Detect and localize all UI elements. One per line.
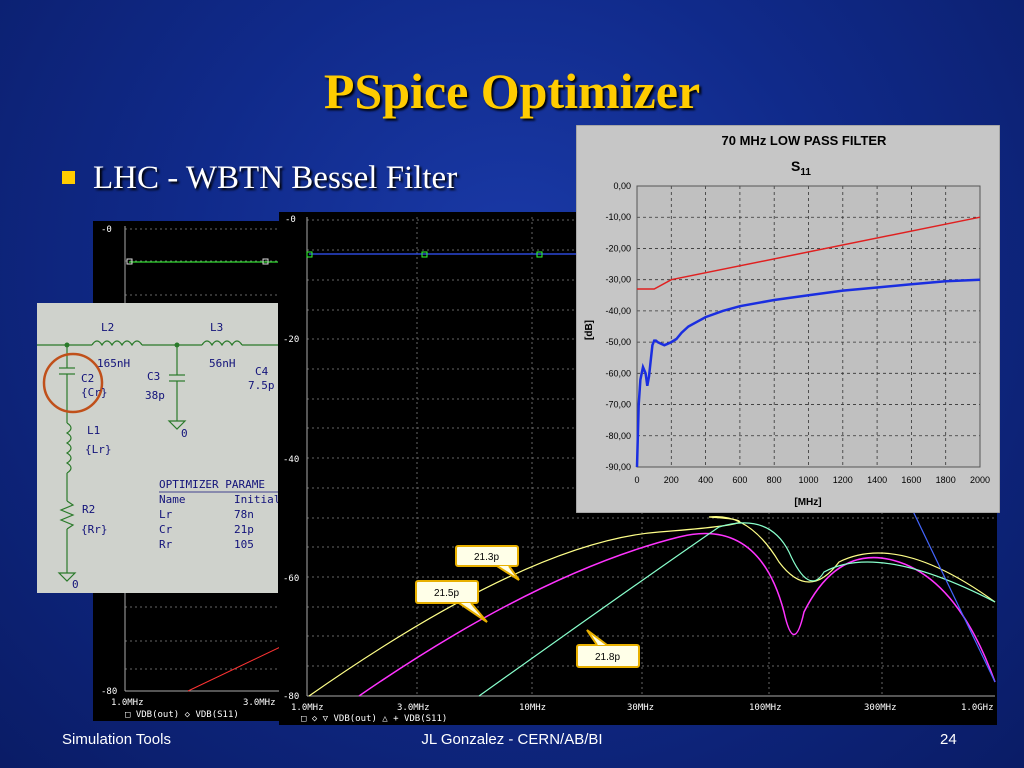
- slide-title: PSpice Optimizer: [323, 63, 701, 119]
- highlight-circle: [42, 352, 104, 414]
- optimizer-row-initial: 21p: [234, 523, 254, 536]
- main-ytick-0: -0: [285, 215, 296, 225]
- s11-chart: 70 MHz LOW PASS FILTER S11 [dB] [MHz] 0,…: [576, 125, 1000, 513]
- callout-21-8p-label: 21.8p: [595, 652, 620, 663]
- chart-subtitle-text: S: [791, 158, 800, 174]
- value-l1: {Lr}: [85, 443, 112, 456]
- main-xtick-1: 3.0MHz: [397, 703, 430, 713]
- chart-xtick-label: 1800: [936, 475, 956, 485]
- bullet-text: LHC - WBTN Bessel Filter: [93, 160, 458, 196]
- optimizer-row-initial: 105: [234, 538, 254, 551]
- main-curve-magenta: [358, 532, 996, 697]
- label-c4: C4: [255, 365, 269, 378]
- chart-xlabel: [MHz]: [794, 497, 821, 508]
- chart-xtick-label: 2000: [970, 475, 990, 485]
- label-l3: L3: [210, 321, 223, 334]
- label-c2: C2: [81, 372, 94, 385]
- ground-label-1: 0: [181, 427, 188, 440]
- main-ytick-4: -80: [283, 692, 299, 702]
- callout-21-3p: 21.3p: [455, 545, 520, 581]
- chart-xtick-label: 200: [664, 475, 679, 485]
- optimizer-row-name: Rr: [159, 538, 173, 551]
- chart-xtick-label: 400: [698, 475, 713, 485]
- chart-title: 70 MHz LOW PASS FILTER: [722, 133, 888, 148]
- main-xtick-6: 1.0GHz: [961, 703, 994, 713]
- value-c3: 38p: [145, 389, 165, 402]
- chart-xtick-label: 1000: [798, 475, 818, 485]
- chart-ytick-label: -30,00: [605, 275, 631, 285]
- bullet-item: LHC - WBTN Bessel Filter: [62, 160, 457, 197]
- main-xtick-3: 30MHz: [627, 703, 654, 713]
- optimizer-row-name: Lr: [159, 508, 173, 521]
- main-ytick-1: -20: [283, 335, 299, 345]
- back-xtick-0: 1.0MHz: [111, 698, 144, 708]
- chart-ytick-label: 0,00: [613, 181, 631, 191]
- chart-ytick-label: -90,00: [605, 462, 631, 472]
- main-curve-yellow: [308, 515, 996, 697]
- callout-21-8p: 21.8p: [576, 629, 640, 668]
- value-c4: 7.5p: [248, 379, 275, 392]
- main-xtick-0: 1.0MHz: [291, 703, 324, 713]
- bullet-square-icon: [62, 170, 75, 184]
- optimizer-row-name: Cr: [159, 523, 173, 536]
- callout-21-3p-label: 21.3p: [474, 552, 499, 563]
- callout-21-5p: 21.5p: [415, 580, 488, 623]
- main-legend: □ ◇ ▽ VDB(out) △ + VDB(S11): [301, 714, 447, 724]
- value-l3: 56nH: [209, 357, 236, 370]
- main-xtick-5: 300MHz: [864, 703, 897, 713]
- back-xtick-1: 3.0MHz: [243, 698, 276, 708]
- chart-xtick-label: 600: [732, 475, 747, 485]
- footer-left: Simulation Tools: [62, 731, 171, 748]
- chart-ytick-label: -20,00: [605, 243, 631, 253]
- main-curve-cyan: [478, 522, 996, 697]
- chart-xtick-label: 1200: [833, 475, 853, 485]
- main-ytick-3: -60: [283, 574, 299, 584]
- ground-label-2: 0: [72, 578, 79, 591]
- main-xtick-4: 100MHz: [749, 703, 782, 713]
- optimizer-header-initial: Initial: [234, 493, 278, 506]
- footer-center: JL Gonzalez - CERN/AB/BI: [421, 731, 603, 748]
- label-l1: L1: [87, 424, 100, 437]
- value-c2: {Cr}: [81, 386, 108, 399]
- schematic-panel: L2 165nH L3 56nH C2 {Cr} C3 38p C4 7.5p …: [37, 303, 278, 593]
- chart-xtick-label: 0: [634, 475, 639, 485]
- label-c3: C3: [147, 370, 160, 383]
- label-r2: R2: [82, 503, 95, 516]
- optimizer-row-initial: 78n: [234, 508, 254, 521]
- back-legend: □ VDB(out) ◇ VDB(S11): [125, 710, 239, 720]
- label-l2: L2: [101, 321, 114, 334]
- optimizer-title: OPTIMIZER PARAME: [159, 478, 265, 491]
- main-ytick-2: -40: [283, 455, 299, 465]
- chart-plot-area: [636, 185, 981, 468]
- main-xtick-2: 10MHz: [519, 703, 546, 713]
- chart-subtitle-subscript: 11: [800, 167, 811, 178]
- chart-ytick-label: -40,00: [605, 306, 631, 316]
- chart-ytick-label: -50,00: [605, 337, 631, 347]
- chart-ytick-label: -10,00: [605, 212, 631, 222]
- chart-series-line-1: [637, 216, 981, 290]
- value-l2: 165nH: [97, 357, 130, 370]
- value-r2: {Rr}: [81, 523, 108, 536]
- footer-page-number: 24: [940, 731, 957, 748]
- back-ytick-0: -0: [101, 225, 112, 235]
- chart-xtick-label: 1600: [901, 475, 921, 485]
- chart-ytick-label: -60,00: [605, 368, 631, 378]
- chart-xtick-label: 1400: [867, 475, 887, 485]
- optimizer-header-name: Name: [159, 493, 186, 506]
- chart-subtitle: S11: [791, 158, 811, 178]
- callout-21-5p-label: 21.5p: [434, 588, 459, 599]
- chart-ylabel: [dB]: [584, 320, 595, 340]
- back-ytick-4: -80: [101, 687, 117, 697]
- chart-series-line-2: [635, 278, 981, 468]
- chart-xtick-label: 800: [767, 475, 782, 485]
- main-curve-blue-roll: [898, 481, 996, 683]
- chart-ytick-label: -70,00: [605, 400, 631, 410]
- chart-ytick-label: -80,00: [605, 431, 631, 441]
